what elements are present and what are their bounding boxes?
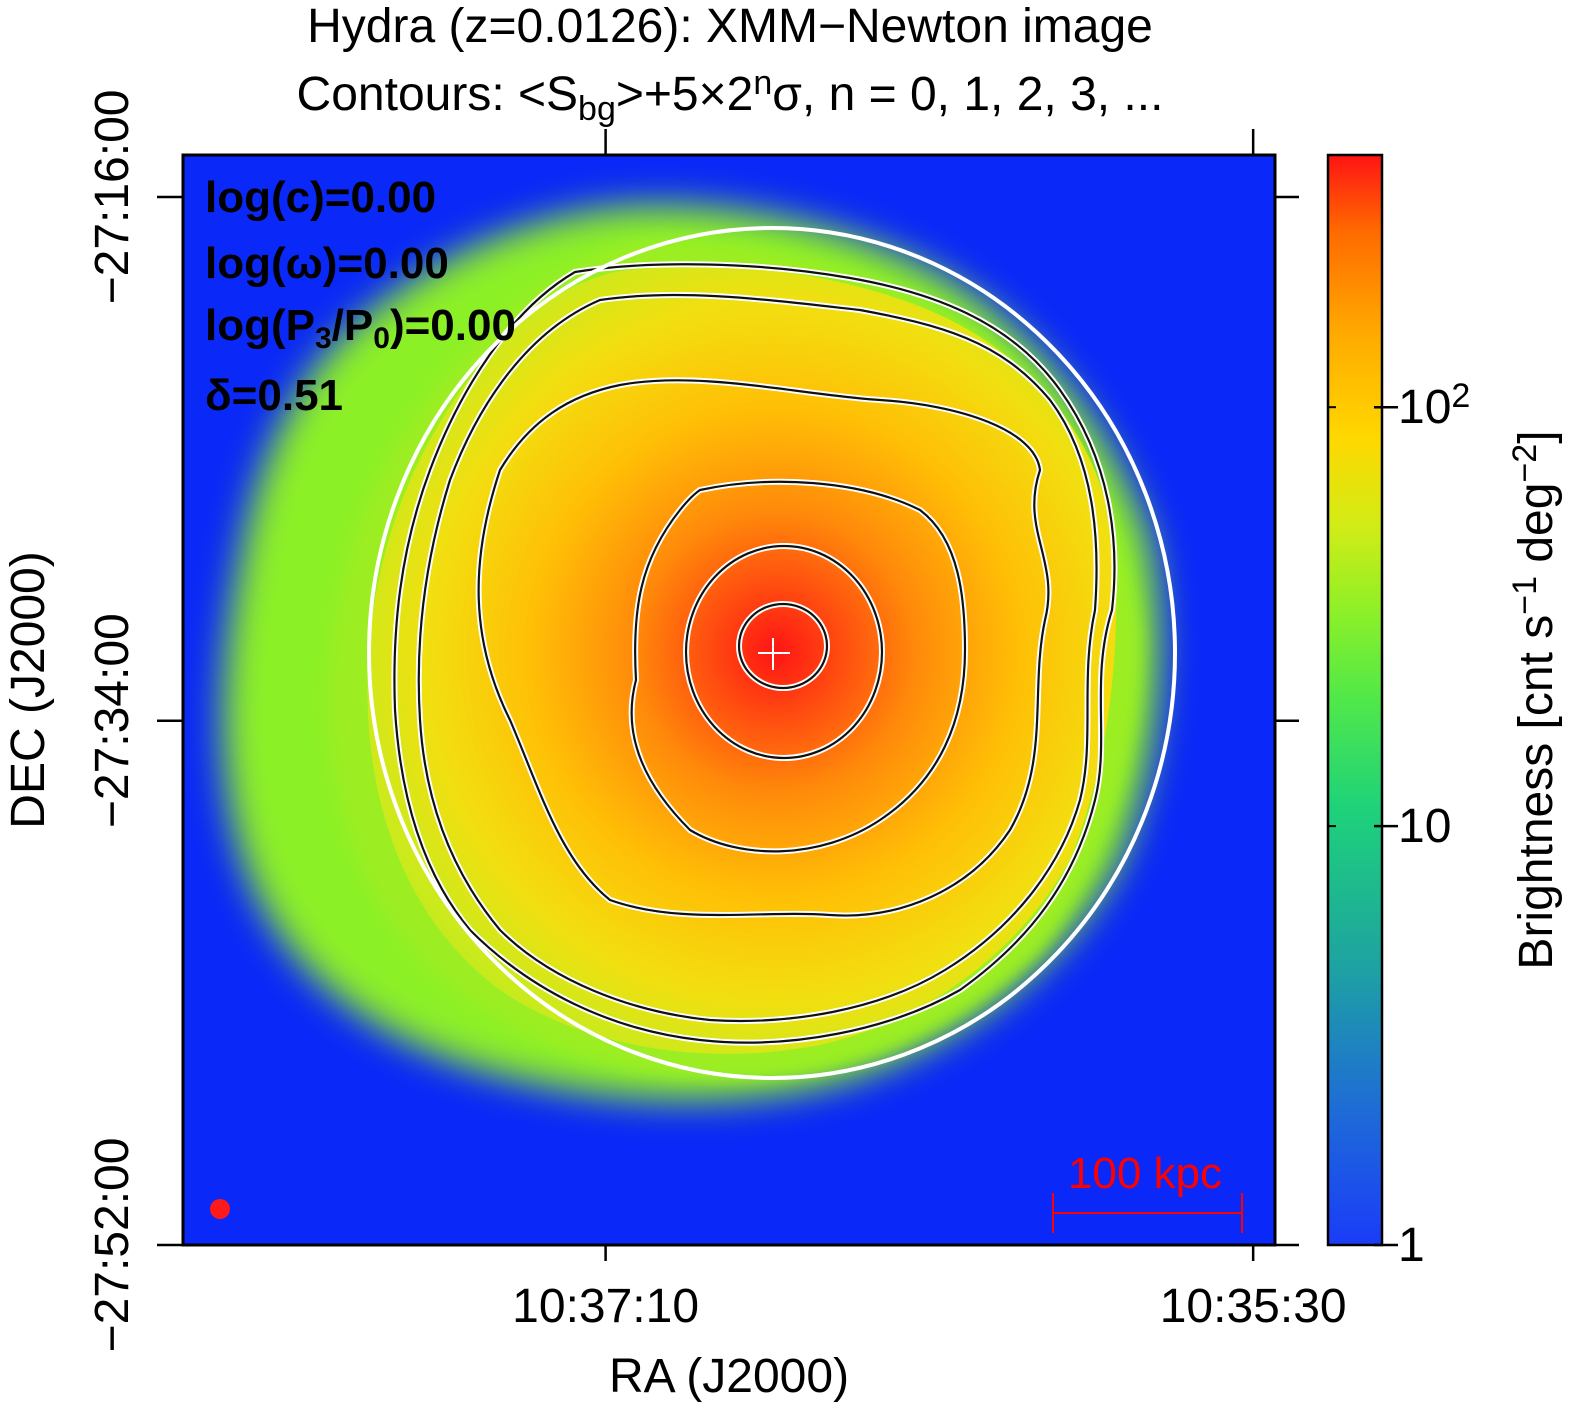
y-axis: −27:16:00 −27:34:00 −27:52:00 [86, 90, 1299, 1353]
colorbar-tick-label: 10 [1398, 800, 1451, 853]
annotation-delta: δ=0.51 [205, 371, 343, 420]
colorbar-tick-label: 102 [1398, 377, 1470, 434]
colorbar-label: Brightness [cnt s−1 deg−2] [1506, 430, 1563, 969]
chart-subtitle: Contours: <Sbg>+5×2nσ, n = 0, 1, 2, 3, .… [297, 64, 1164, 128]
contour-n1 [417, 293, 1098, 1023]
annotation-logomega: log(ω)=0.00 [205, 239, 449, 288]
chart-title: Hydra (z=0.0126): XMM−Newton image [307, 0, 1153, 53]
x-tick-label: 10:37:10 [512, 1280, 699, 1333]
colorbar: 1 10 102 [1326, 153, 1470, 1272]
parameter-annotations: log(c)=0.00 log(ω)=0.00 log(P3/P0)=0.00 … [205, 173, 516, 420]
contour-n2 [477, 379, 1050, 917]
contour-n3 [630, 480, 967, 853]
x-axis: 10:37:10 10:35:30 [512, 129, 1347, 1333]
scale-bar-label: 100 kpc [1068, 1149, 1222, 1198]
contour-n5 [737, 602, 829, 690]
y-tick-label: −27:16:00 [86, 90, 139, 305]
y-axis-label: DEC (J2000) [2, 551, 55, 828]
colorbar-ticks: 1 10 102 [1328, 377, 1470, 1272]
contour-n0 [393, 263, 1116, 1044]
center-marker [758, 638, 790, 670]
contour-n4 [684, 544, 884, 760]
scale-bar: 100 kpc [1052, 1149, 1243, 1233]
aperture-ellipse [367, 226, 1177, 1080]
panel-frame [181, 153, 1277, 1247]
y-tick-label: −27:34:00 [86, 613, 139, 828]
contour-lines [391, 261, 1118, 1046]
colorbar-tick-label: 1 [1398, 1219, 1425, 1272]
x-axis-label: RA (J2000) [609, 1350, 849, 1403]
xray-image-panel [183, 155, 1275, 1245]
annotation-logp3p0: log(P3/P0)=0.00 [205, 301, 516, 355]
colorbar-gradient [1326, 153, 1384, 1247]
annotation-logc: log(c)=0.00 [205, 173, 436, 222]
x-tick-label: 10:35:30 [1160, 1280, 1347, 1333]
psf-dot [210, 1199, 230, 1219]
y-tick-label: −27:52:00 [86, 1138, 139, 1353]
